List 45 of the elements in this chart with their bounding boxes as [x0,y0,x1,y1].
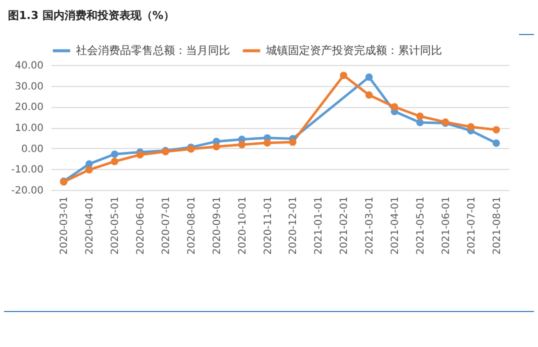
point [110,150,118,158]
x-tick-label: 2020-09-01 [212,196,223,255]
x-tick-label: 2021-03-01 [364,196,376,255]
x-tick-label: 2020-08-01 [186,196,198,255]
point [264,139,271,147]
x-tick-label: 2021-07-01 [466,196,478,255]
y-tick-label: 0.00 [21,144,44,155]
y-tick-label: 30.00 [14,81,44,92]
point [85,166,93,174]
x-tick-label: 2020-03-01 [59,196,70,255]
y-tick-label: 40.00 [14,60,44,72]
x-tick-label: 2020-05-01 [110,196,122,255]
x-tick-label: 2020-06-01 [136,196,147,255]
point [289,138,296,146]
y-tick-label: -10.00 [11,164,44,176]
x-tick-label: 2021-08-01 [492,196,503,255]
point [390,103,398,111]
x-tick-label: 2020-11-01 [262,196,274,255]
point [416,112,424,120]
point [365,91,373,99]
x-tick-label: 2020-12-01 [288,196,300,255]
point [212,142,220,150]
point [365,73,373,81]
point [492,139,500,147]
y-tick-label: 20.00 [14,102,44,114]
point [467,123,475,131]
point [416,118,424,126]
y-tick-label: -20.00 [11,186,44,196]
point [492,126,500,134]
y-tick-label: 10.00 [14,123,44,134]
x-tick-label: 2021-04-01 [390,196,401,255]
x-tick-label: 2021-02-01 [339,196,350,255]
point [136,151,144,158]
legend-label: 城镇固定资产投资完成额：累计同比 [265,44,442,57]
x-tick-label: 2021-01-01 [314,196,325,255]
x-tick-label: 2020-10-01 [237,196,248,255]
point [340,72,348,80]
x-tick-label: 2020-04-01 [84,196,96,255]
legend-label: 社会消费品零售总额：当月同比 [76,44,230,57]
point [238,140,246,148]
x-tick-label: 2021-06-01 [440,196,452,255]
point [110,158,118,166]
x-tick-label: 2020-07-01 [161,196,172,255]
chart-title: 图1.3 国内消费和投资表现（%） [8,8,174,23]
x-tick-label: 2021-05-01 [415,196,426,255]
